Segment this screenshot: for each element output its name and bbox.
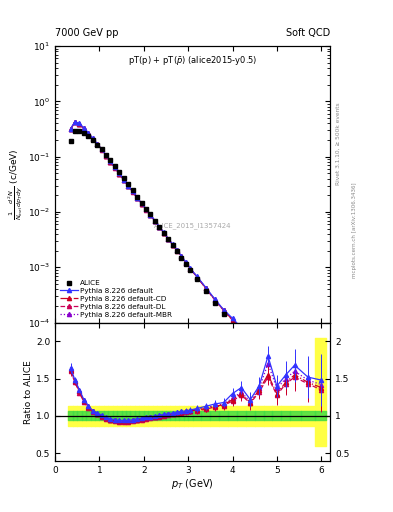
Text: mcplots.cern.ch [arXiv:1306.3436]: mcplots.cern.ch [arXiv:1306.3436] bbox=[352, 183, 357, 278]
Text: pT(p) + pT($\bar{p}$) (alice2015-y0.5): pT(p) + pT($\bar{p}$) (alice2015-y0.5) bbox=[128, 54, 257, 68]
Y-axis label: Ratio to ALICE: Ratio to ALICE bbox=[24, 360, 33, 423]
Text: ALICE_2015_I1357424: ALICE_2015_I1357424 bbox=[154, 222, 231, 229]
Text: Rivet 3.1.10, ≥ 500k events: Rivet 3.1.10, ≥ 500k events bbox=[336, 102, 341, 185]
Text: 7000 GeV pp: 7000 GeV pp bbox=[55, 28, 119, 38]
Text: Soft QCD: Soft QCD bbox=[286, 28, 330, 38]
X-axis label: $p_{T}$ (GeV): $p_{T}$ (GeV) bbox=[171, 477, 214, 492]
Legend: ALICE, Pythia 8.226 default, Pythia 8.226 default-CD, Pythia 8.226 default-DL, P: ALICE, Pythia 8.226 default, Pythia 8.22… bbox=[59, 279, 174, 319]
Y-axis label: $\frac{1}{N_{inel}}\frac{d^2N}{dp_{T}dy}$ (c/GeV): $\frac{1}{N_{inel}}\frac{d^2N}{dp_{T}dy}… bbox=[7, 148, 25, 220]
